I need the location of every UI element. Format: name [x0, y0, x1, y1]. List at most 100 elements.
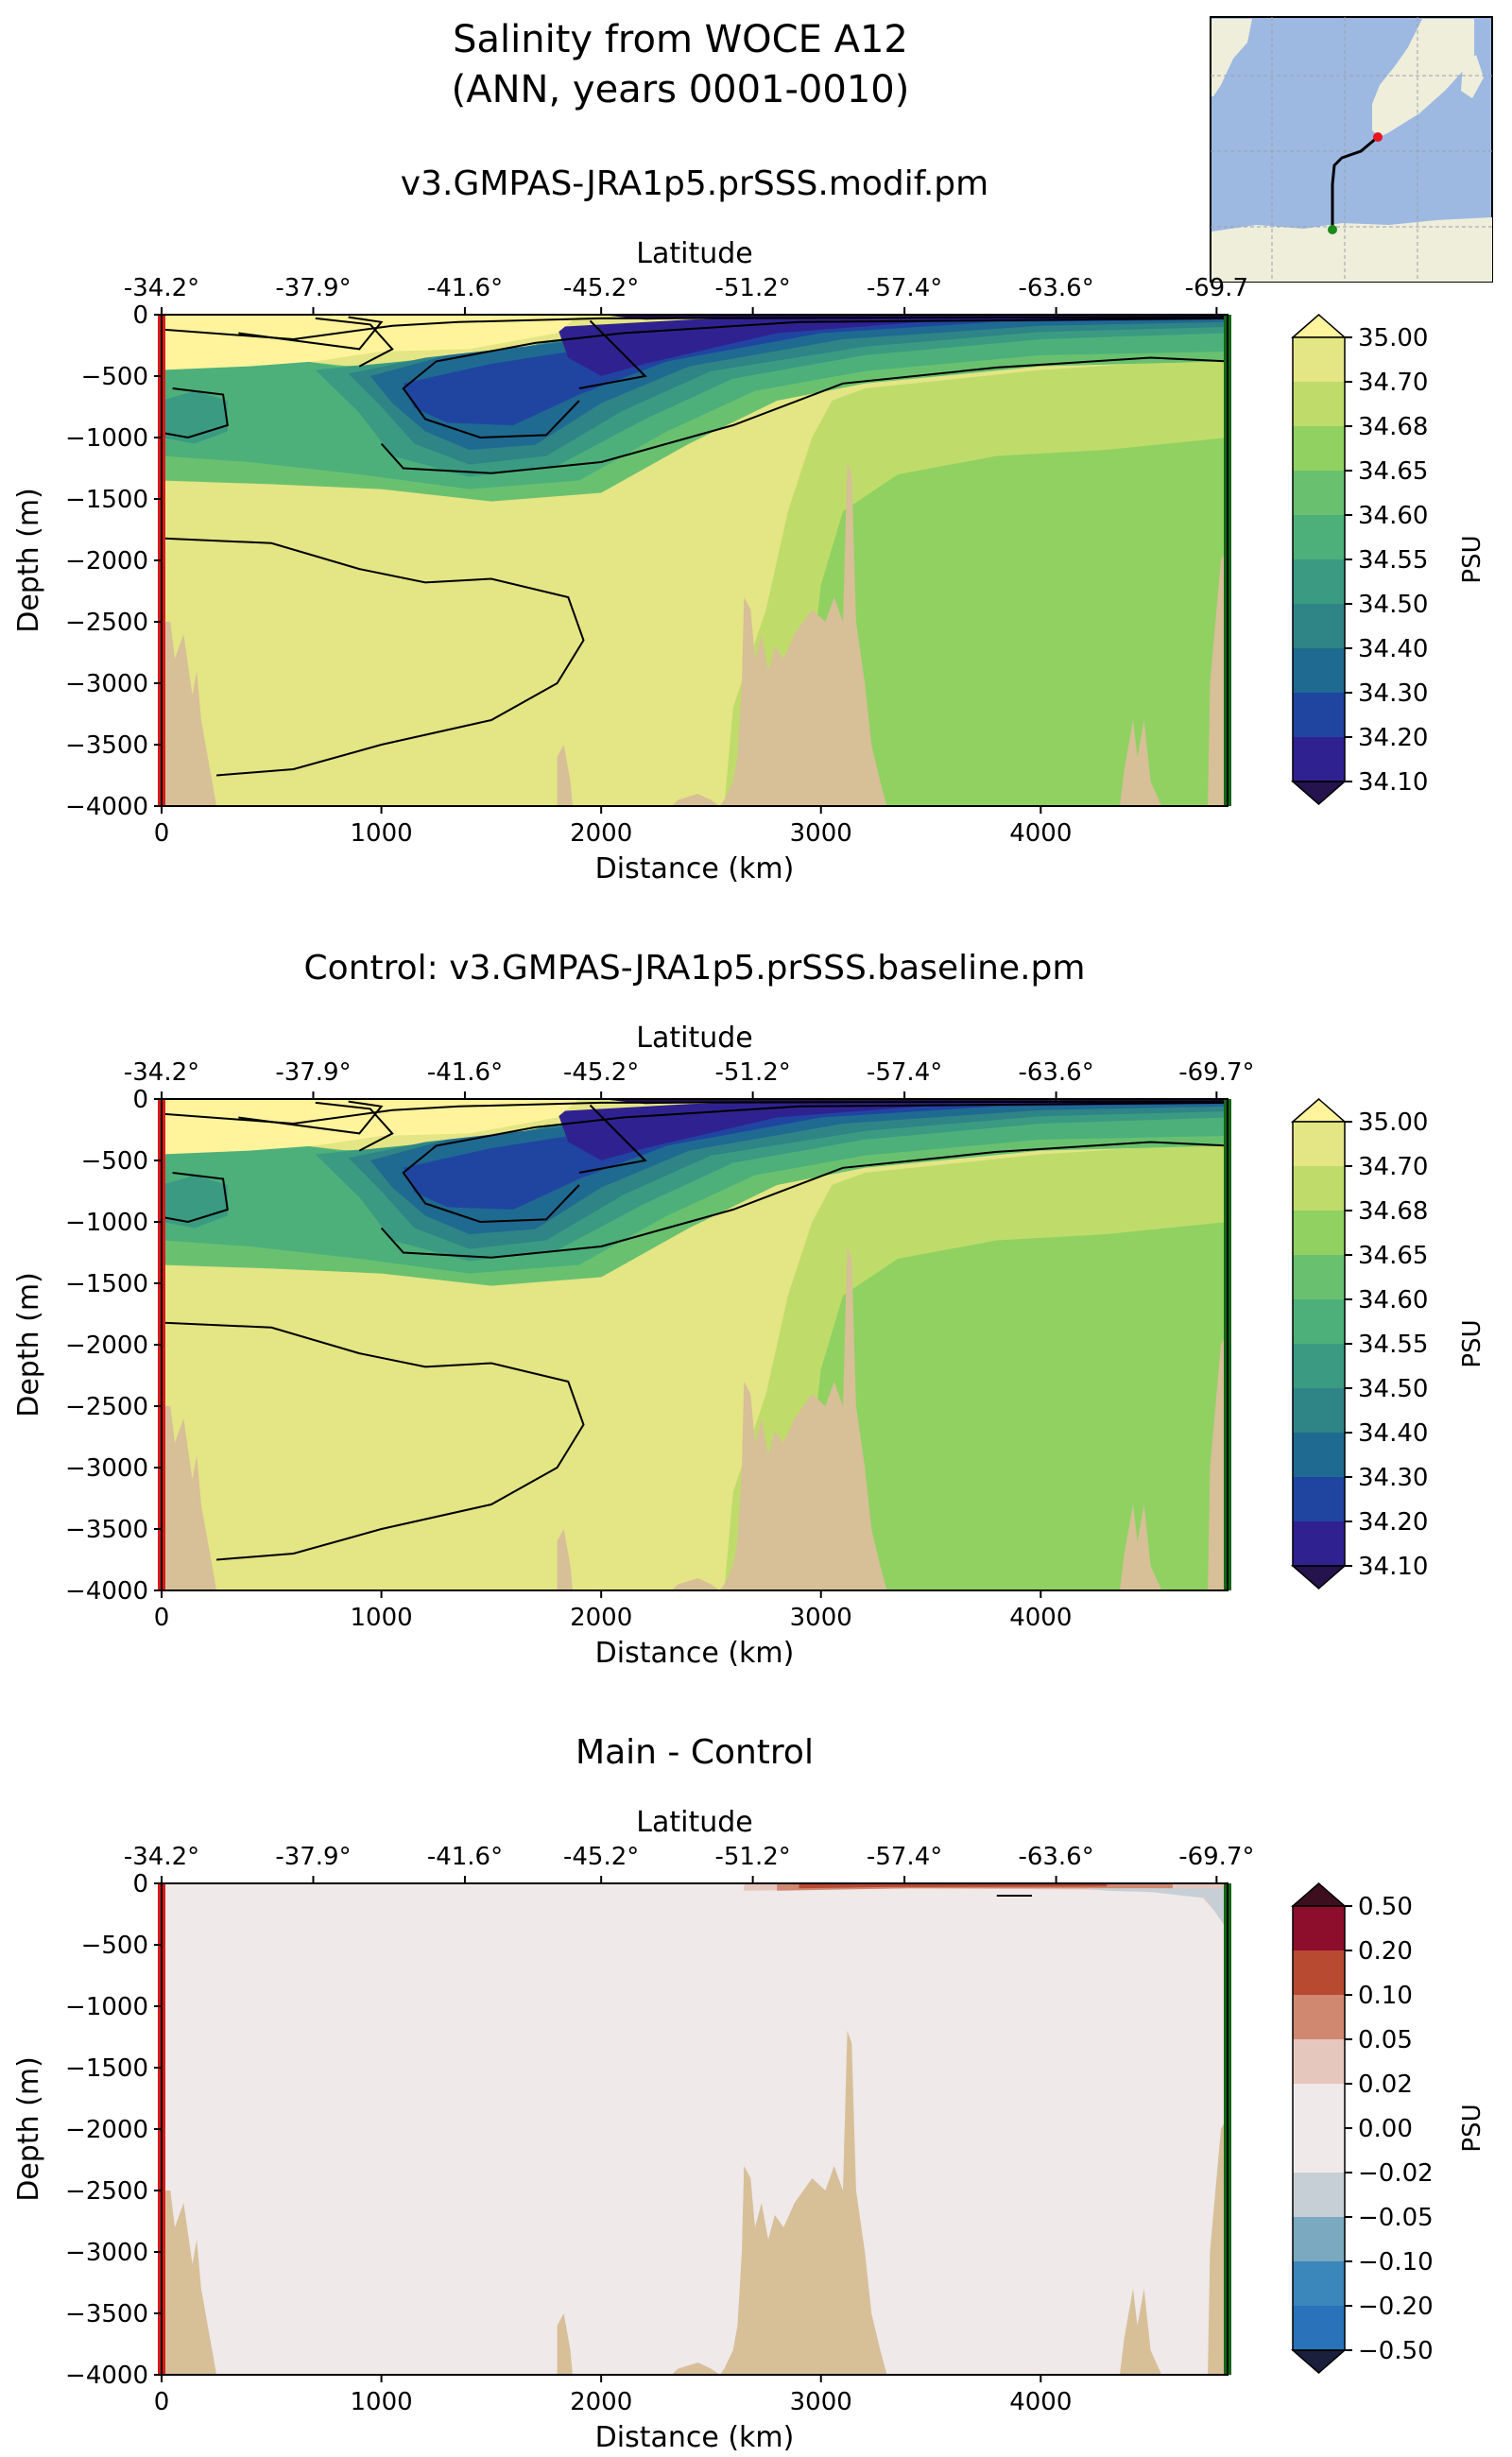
colorbar-bin [1293, 1995, 1345, 2040]
contour-line [380, 1141, 1228, 1259]
y-tick-label: 0 [132, 1870, 148, 1899]
region-below-34.10 [601, 315, 1228, 320]
region-minus-0.02 [1084, 1888, 1228, 1931]
y-tick-label: −1500 [65, 2054, 148, 2083]
contour-line [315, 1101, 394, 1152]
inset-map-start-marker [1373, 132, 1383, 142]
x-tick-label: 2000 [570, 1604, 632, 1632]
contour-line [162, 1321, 585, 1561]
colorbar-tick-label: 34.10 [1358, 1553, 1428, 1581]
panel-2: Control: v3.GMPAS-JRA1p5.prSSS.baseline.… [12, 949, 1486, 1670]
colorbar-tick-label: 0.20 [1358, 1937, 1413, 1966]
lat-tick-label: -41.6° [427, 274, 503, 302]
colorbar-extend-top [1291, 314, 1347, 338]
x-tick-label: 2000 [570, 819, 632, 848]
colorbar-tick-label: 34.70 [1358, 1153, 1428, 1181]
colorbar-label: PSU [1458, 1319, 1486, 1367]
panel-3: Main - Control 0 1000 2000 3000 4000 Distance … [12, 1733, 1486, 2454]
y-tick-label: −1000 [65, 424, 148, 453]
region-0.00 [162, 1883, 1228, 2375]
panel-title: Control: v3.GMPAS-JRA1p5.prSSS.baseline.… [304, 949, 1086, 988]
colorbar-tick-label: 34.68 [1358, 1197, 1428, 1226]
y-axis-label: Depth (m) [12, 1272, 45, 1418]
contour-line [315, 317, 394, 368]
inset-map-antarctica [1211, 217, 1492, 282]
contour-field [162, 1099, 1228, 1590]
colorbar-extend-bottom [1291, 2349, 1347, 2374]
contour-field [162, 315, 1228, 806]
region-34.65-core [865, 1240, 1228, 1590]
x-axis-label: Distance (km) [595, 852, 795, 885]
inset-map-south-america [1211, 19, 1252, 96]
y-tick-label: −4000 [65, 2362, 148, 2390]
region-34.10 [557, 1099, 1228, 1160]
region-34.20 [403, 316, 1228, 425]
lat-tick-label: -69.7° [1178, 1843, 1254, 1871]
colorbar-tick-label: 34.30 [1358, 1464, 1428, 1492]
y-tick-label: −3000 [65, 2239, 148, 2267]
colorbar-tick-label: 34.65 [1358, 457, 1428, 486]
lat-tick-label: -37.9° [275, 1843, 351, 1871]
y-tick-label: −3000 [65, 1454, 148, 1483]
colorbar-bin [1293, 693, 1345, 738]
colorbar-bin [1293, 1211, 1345, 1256]
colorbar-extend-bottom [1291, 1565, 1347, 1589]
region-34.65-core [865, 455, 1228, 806]
colorbar-bin [1293, 1166, 1345, 1211]
colorbar-bin [1293, 559, 1345, 605]
x-tick-label: 0 [154, 1604, 170, 1632]
x-tick-label: 0 [154, 2388, 170, 2416]
colorbar-bin [1293, 2039, 1345, 2085]
y-tick-label: −1000 [65, 1209, 148, 1237]
colorbar-bin [1293, 2128, 1345, 2174]
x-tick-label: 1000 [350, 819, 412, 848]
region-34.10 [557, 315, 1228, 376]
lat-axis-label: Latitude [636, 237, 752, 270]
x-tick-label: 0 [154, 819, 170, 848]
colorbar-tick-label: 34.60 [1358, 502, 1428, 530]
x-tick-label: 3000 [790, 2388, 852, 2416]
lat-tick-label: -69.7° [1178, 1058, 1254, 1087]
y-tick-label: −1000 [65, 1993, 148, 2021]
colorbar-bin [1293, 337, 1345, 383]
colorbar-tick-label: −0.02 [1358, 2159, 1434, 2188]
lat-tick-label: -45.2° [563, 274, 639, 302]
inset-map [1210, 16, 1493, 283]
panel-1: v3.GMPAS-JRA1p5.prSSS.modif.pm 0 1000 2000 3… [12, 164, 1486, 885]
y-tick-label: −3500 [65, 2300, 148, 2328]
lat-tick-label: -41.6° [427, 1058, 503, 1087]
x-tick-label: 1000 [350, 1604, 412, 1632]
inset-map-section-track [1331, 135, 1379, 230]
contour-line [402, 317, 1228, 439]
contour-line [162, 387, 229, 439]
lat-tick-label: -57.4° [867, 1058, 942, 1087]
colorbar-tick-label: 34.10 [1358, 768, 1428, 797]
colorbar-bin [1293, 1344, 1345, 1389]
colorbar-bin [1293, 648, 1345, 694]
y-tick-label: −2500 [65, 609, 148, 637]
y-tick-label: 0 [132, 1086, 148, 1114]
panel-title: Main - Control [576, 1733, 814, 1772]
x-tick-label: 4000 [1009, 819, 1072, 848]
colorbar-tick-label: −0.20 [1358, 2293, 1434, 2321]
colorbar-tick-label: 34.30 [1358, 679, 1428, 708]
x-axis-label: Distance (km) [595, 1637, 795, 1670]
colorbar-tick-label: 34.40 [1358, 1419, 1428, 1448]
colorbar-tick-label: 0.10 [1358, 1982, 1413, 2010]
lat-axis-label: Latitude [636, 1806, 752, 1839]
lat-tick-label: -37.9° [275, 1058, 351, 1087]
colorbar-tick-label: −0.05 [1358, 2204, 1434, 2232]
lat-tick-label: -51.2° [714, 1058, 790, 1087]
colorbar-tick-label: 0.05 [1358, 2026, 1413, 2054]
colorbar-tick-label: 35.00 [1358, 324, 1428, 352]
colorbar-bin [1293, 1477, 1345, 1522]
colorbar-bin [1293, 2261, 1345, 2307]
x-tick-label: 3000 [790, 1604, 852, 1632]
colorbar-bin [1293, 1950, 1345, 1996]
contour-line [162, 537, 585, 777]
y-axis-label: Depth (m) [12, 488, 45, 633]
lat-tick-label: -41.6° [427, 1843, 503, 1871]
contour-line [402, 1101, 1228, 1224]
colorbar-extend-top [1291, 1882, 1347, 1907]
colorbar-tick-label: 34.55 [1358, 1331, 1428, 1359]
